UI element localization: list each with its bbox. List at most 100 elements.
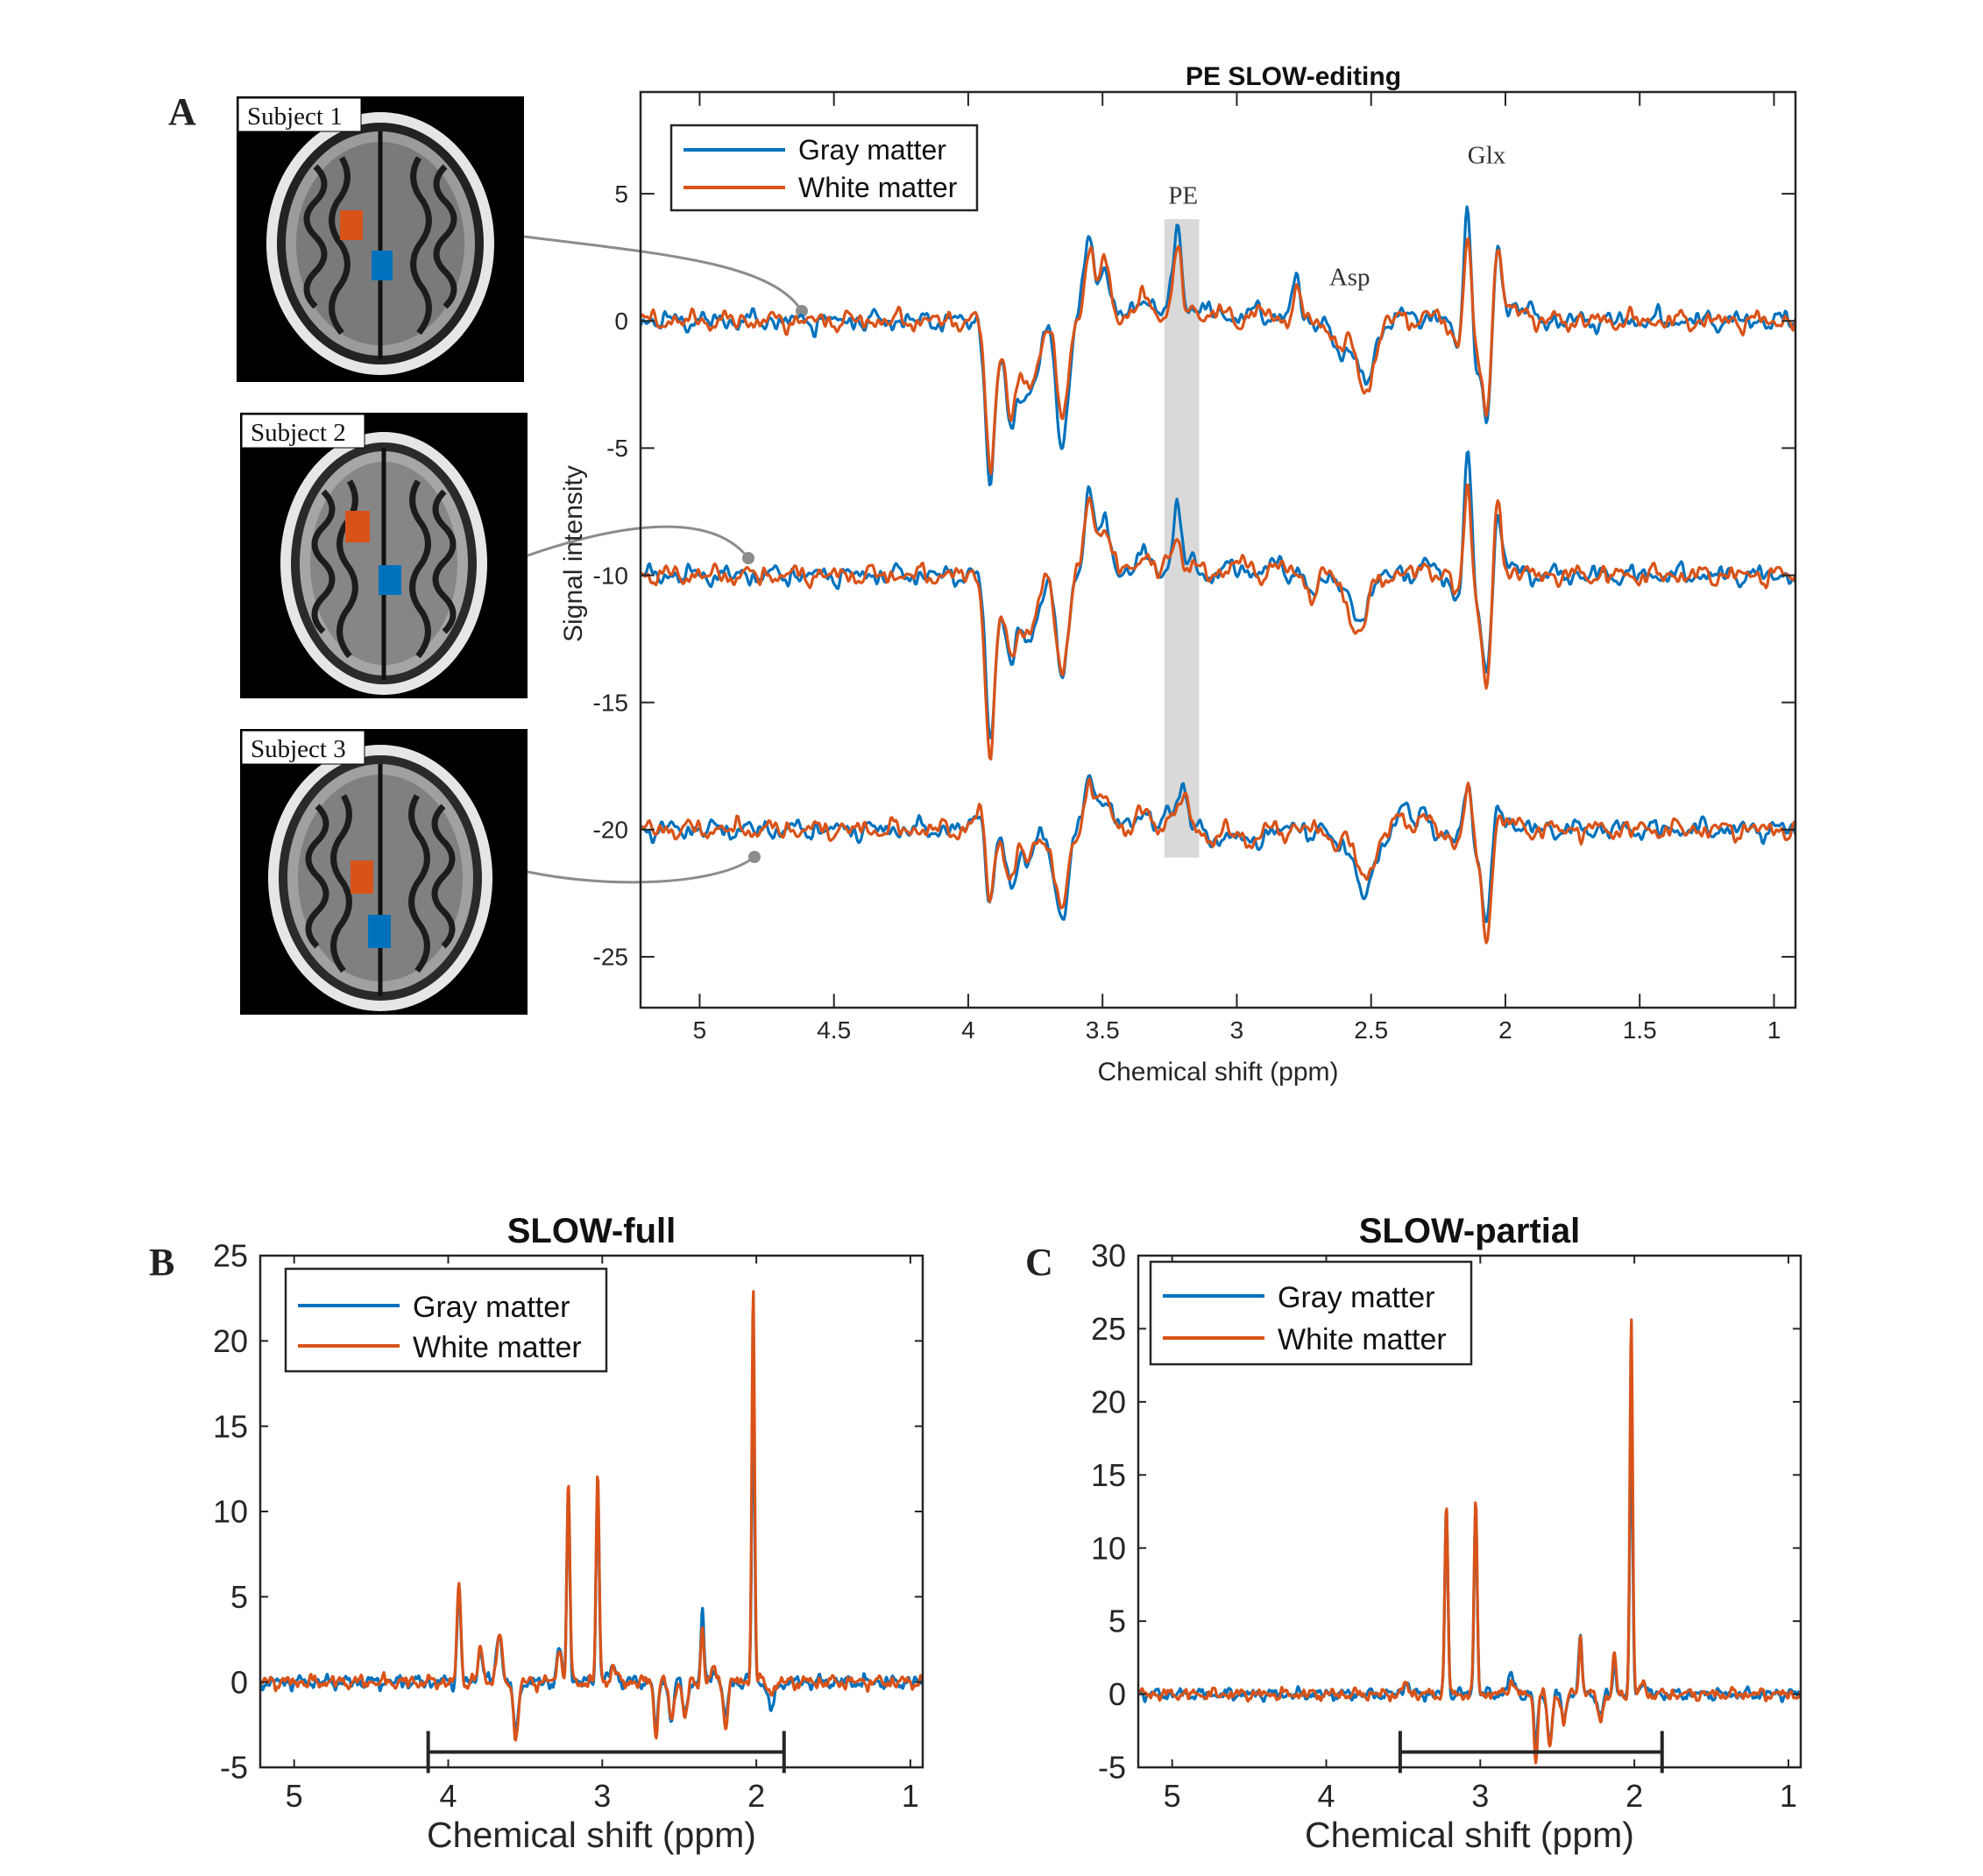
mri-subject-2: Subject 2	[240, 413, 528, 698]
series-line-white-matter	[641, 483, 1795, 761]
integration-range-bracket	[1398, 1731, 1664, 1773]
x-tick-label: 1.5	[1623, 1016, 1657, 1044]
legend-label-gray-matter: Gray matter	[1278, 1281, 1434, 1314]
legend: Gray matter White matter	[284, 1267, 608, 1373]
legend: Gray matter White matter	[1149, 1260, 1473, 1366]
chart-title: SLOW-full	[507, 1212, 676, 1250]
y-tick-label: 30	[1091, 1238, 1126, 1274]
connector-subject-3	[527, 855, 755, 884]
series-line-white-matter	[260, 1290, 923, 1742]
panel-letter-b: B	[149, 1241, 174, 1284]
legend-label-white-matter: White matter	[413, 1331, 582, 1364]
x-tick-label: 3	[1230, 1016, 1244, 1044]
y-tick-label: 15	[1091, 1457, 1126, 1493]
roi-gray-matter	[372, 251, 393, 280]
subject-label: Subject 1	[247, 103, 343, 131]
mri-subject-3: Subject 3	[240, 729, 528, 1015]
chart-slow-partial: SLOW-partial 5 4 3 2 1 30 25 20 15 10 5 0 -5 Chemica…	[1091, 1212, 1802, 1855]
x-axis-title: Chemical shift (ppm)	[1305, 1815, 1634, 1855]
series-line-white-matter	[641, 777, 1795, 945]
connector-dot	[742, 552, 754, 564]
subject-label: Subject 2	[251, 419, 346, 447]
y-tick-label: -5	[1098, 1750, 1126, 1786]
chart-pe-slow-editing: PE SLOW-editing 5 4.5 4 3.5 3 2.5 2 1.5 1 5 0 -5 -10…	[559, 62, 1797, 1087]
x-tick-label: 3	[1471, 1778, 1489, 1814]
y-tick-label: 20	[1091, 1384, 1126, 1419]
panel-letter-a: A	[168, 90, 196, 133]
y-tick-label: 5	[230, 1579, 248, 1615]
annotation-asp: Asp	[1329, 264, 1370, 292]
x-tick-label: 1	[1780, 1778, 1797, 1814]
x-tick-label: 1	[902, 1778, 919, 1814]
x-tick-label: 4	[439, 1778, 457, 1814]
roi-white-matter	[345, 511, 370, 542]
x-tick-label: 4	[961, 1016, 975, 1044]
roi-white-matter	[351, 860, 373, 894]
legend-label-gray-matter: Gray matter	[413, 1291, 570, 1324]
y-tick-label: 25	[213, 1238, 248, 1274]
subject-label: Subject 3	[251, 735, 346, 763]
plot-frame	[639, 90, 1797, 1009]
x-tick-label: 2	[747, 1778, 765, 1814]
y-tick-label: 10	[1091, 1530, 1126, 1566]
legend-label-white-matter: White matter	[798, 172, 958, 203]
x-axis-title: Chemical shift (ppm)	[427, 1815, 756, 1855]
x-tick-label: 3	[593, 1778, 611, 1814]
annotation-glx: Glx	[1468, 141, 1506, 169]
x-tick-label: 2	[1498, 1016, 1512, 1044]
legend-label-white-matter: White matter	[1278, 1323, 1447, 1356]
x-axis-title: Chemical shift (ppm)	[1097, 1058, 1338, 1087]
chart-title: PE SLOW-editing	[1186, 62, 1401, 91]
mri-subject-1: Subject 1	[237, 96, 524, 382]
series-line-gray-matter	[641, 205, 1795, 486]
plot-frame	[1137, 1254, 1802, 1769]
series-line-gray-matter	[641, 774, 1795, 924]
x-tick-label: 5	[286, 1778, 303, 1814]
y-tick-label: 0	[614, 308, 628, 335]
y-tick-label: -15	[593, 689, 628, 716]
x-tick-label: 2	[1625, 1778, 1643, 1814]
y-tick-label: 20	[213, 1323, 248, 1359]
panel-letter-c: C	[1025, 1241, 1053, 1284]
y-tick-label: -5	[606, 435, 628, 462]
y-tick-label: 5	[614, 181, 628, 208]
y-tick-label: 5	[1108, 1603, 1126, 1639]
legend: Gray matter White matter	[669, 124, 979, 212]
x-tick-label: 3.5	[1086, 1016, 1120, 1044]
roi-gray-matter	[368, 915, 391, 948]
series-line-white-matter	[641, 237, 1795, 476]
x-tick-label: 5	[1164, 1778, 1181, 1814]
connector-dot	[796, 305, 808, 317]
series-line-gray-matter	[641, 450, 1795, 740]
series-line-gray-matter	[260, 1376, 923, 1734]
roi-gray-matter	[379, 565, 401, 595]
y-tick-label: 15	[213, 1408, 248, 1444]
subject-connectors	[523, 235, 808, 884]
chart-slow-full: SLOW-full 5 4 3 2 1 25 20 15 10 5 0 -5 Chemical shi…	[213, 1212, 924, 1855]
x-tick-label: 1	[1767, 1016, 1781, 1044]
y-axis-title: Signal intensity	[559, 465, 588, 642]
y-tick-label: 0	[230, 1664, 248, 1700]
connector-dot	[748, 851, 761, 863]
y-tick-label: -10	[593, 562, 628, 589]
series-line-white-matter	[1138, 1318, 1801, 1765]
y-tick-label: 0	[1108, 1676, 1126, 1712]
roi-white-matter	[340, 210, 363, 240]
y-tick-label: 25	[1091, 1311, 1126, 1347]
y-tick-label: -5	[220, 1750, 248, 1786]
series-line-gray-matter	[1138, 1413, 1801, 1752]
y-tick-label: 10	[213, 1494, 248, 1530]
connector-subject-1	[523, 235, 804, 312]
x-tick-label: 5	[693, 1016, 707, 1044]
connector-subject-2	[527, 525, 750, 559]
legend-label-gray-matter: Gray matter	[798, 134, 946, 166]
annotation-pe: PE	[1168, 182, 1198, 210]
y-tick-label: -20	[593, 817, 628, 844]
integration-range-bracket	[426, 1731, 786, 1773]
x-tick-label: 4	[1317, 1778, 1335, 1814]
y-tick-label: -25	[593, 944, 628, 971]
chart-title: SLOW-partial	[1359, 1212, 1581, 1250]
x-tick-label: 2.5	[1354, 1016, 1388, 1044]
x-tick-label: 4.5	[817, 1016, 851, 1044]
